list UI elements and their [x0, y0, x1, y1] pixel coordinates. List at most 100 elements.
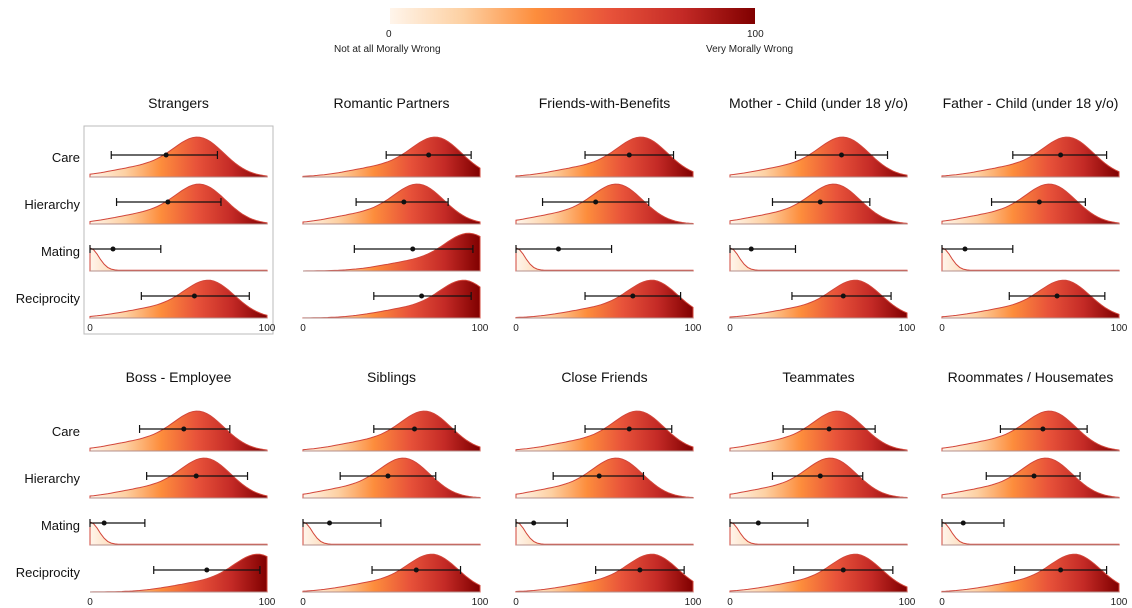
mean-point [826, 426, 832, 432]
row-label: Mating [41, 244, 80, 259]
colorbar-gradient [390, 8, 755, 24]
density-ridge [515, 136, 694, 178]
x-tick-label: 0 [939, 323, 945, 334]
mean-point [419, 293, 425, 299]
density-ridge [89, 410, 268, 452]
panel-title: Close Friends [561, 369, 647, 385]
density-ridge [302, 279, 481, 319]
density-ridge [941, 247, 1120, 272]
mean-point [593, 199, 599, 205]
x-tick-label: 0 [939, 597, 945, 608]
panel-title: Strangers [148, 95, 209, 111]
x-tick-label: 0 [727, 323, 733, 334]
panel-title: Father - Child (under 18 y/o) [943, 95, 1119, 111]
panel-friends-with-benefits: Friends-with-Benefits 0 100 [513, 95, 702, 334]
density-ridge [941, 553, 1120, 593]
mean-point [960, 520, 966, 526]
x-tick-label: 100 [1111, 597, 1128, 608]
row-label: Care [52, 150, 80, 165]
mean-point [1031, 473, 1037, 479]
mean-point [748, 246, 754, 252]
density-ridge [515, 521, 694, 546]
density-ridge [302, 410, 481, 452]
colorbar-min-text: Not at all Morally Wrong [334, 44, 441, 55]
panel-title: Teammates [782, 369, 854, 385]
panel-title: Siblings [367, 369, 416, 385]
mean-point [817, 199, 823, 205]
row-label: Care [52, 424, 80, 439]
density-ridge [941, 410, 1120, 452]
mean-point [401, 199, 407, 205]
density-ridge [302, 232, 481, 272]
mean-point [555, 246, 561, 252]
density-ridge [941, 279, 1120, 319]
density-ridge [89, 136, 268, 178]
panel-boss-employee: Boss - Employee Care Hierarchy Mating Recipr… [16, 369, 276, 608]
mean-point [412, 426, 418, 432]
density-ridge [729, 457, 908, 499]
density-ridge [89, 521, 268, 546]
mean-point [596, 473, 602, 479]
density-ridge [941, 183, 1120, 225]
panel-strangers: Strangers Care Hierarchy Mating Reciprocity 0… [16, 95, 276, 335]
density-ridge [729, 247, 908, 272]
x-tick-label: 100 [899, 323, 916, 334]
density-ridge [941, 457, 1120, 499]
density-ridge [302, 553, 481, 593]
panel-father-child-under-18-y-o-: Father - Child (under 18 y/o) 0 100 [939, 95, 1128, 334]
x-tick-label: 100 [259, 597, 276, 608]
mean-point [840, 293, 846, 299]
row-label: Hierarchy [24, 197, 80, 212]
row-label: Reciprocity [16, 291, 81, 306]
mean-point [839, 152, 845, 158]
density-ridge [302, 521, 481, 546]
density-ridge [89, 247, 268, 272]
panel-title: Romantic Partners [334, 95, 450, 111]
density-ridge [729, 183, 908, 225]
x-tick-label: 0 [513, 597, 519, 608]
highlight-box [83, 125, 274, 335]
x-tick-label: 100 [685, 597, 702, 608]
mean-point [755, 520, 761, 526]
x-tick-label: 100 [1111, 323, 1128, 334]
colorbar-max-text: Very Morally Wrong [706, 44, 794, 55]
density-ridge [515, 457, 694, 499]
mean-point [1036, 199, 1042, 205]
density-ridge [89, 279, 268, 319]
mean-point [962, 246, 968, 252]
mean-point [413, 567, 419, 573]
mean-point [204, 567, 210, 573]
density-ridge [515, 410, 694, 452]
density-ridge [941, 136, 1120, 178]
mean-point [817, 473, 823, 479]
density-ridge [302, 457, 481, 499]
mean-point [101, 520, 107, 526]
panel-siblings: Siblings 0 100 [300, 369, 489, 608]
mean-point [1058, 152, 1064, 158]
x-tick-label: 0 [300, 323, 306, 334]
mean-point [327, 520, 333, 526]
x-tick-label: 100 [685, 323, 702, 334]
mean-point [1040, 426, 1046, 432]
colorbar-max-label: 100 [747, 29, 764, 40]
panel-title: Friends-with-Benefits [539, 95, 671, 111]
mean-point [191, 293, 197, 299]
panel-close-friends: Close Friends 0 100 [513, 369, 702, 608]
density-ridge [729, 136, 908, 178]
panel-title: Boss - Employee [126, 369, 232, 385]
panel-mother-child-under-18-y-o-: Mother - Child (under 18 y/o) 0 100 [727, 95, 916, 334]
x-tick-label: 100 [472, 323, 489, 334]
density-ridge [729, 279, 908, 319]
mean-point [193, 473, 199, 479]
row-label: Reciprocity [16, 565, 81, 580]
panel-roommates-housemates: Roommates / Housemates 0 100 [939, 369, 1128, 608]
panel-teammates: Teammates 0 100 [727, 369, 916, 608]
mean-point [630, 293, 636, 299]
mean-point [840, 567, 846, 573]
density-ridge [729, 410, 908, 452]
mean-point [426, 152, 432, 158]
density-ridge [729, 553, 908, 593]
density-ridge [89, 183, 268, 225]
panel-title: Roommates / Housemates [948, 369, 1114, 385]
density-ridge [302, 183, 481, 225]
